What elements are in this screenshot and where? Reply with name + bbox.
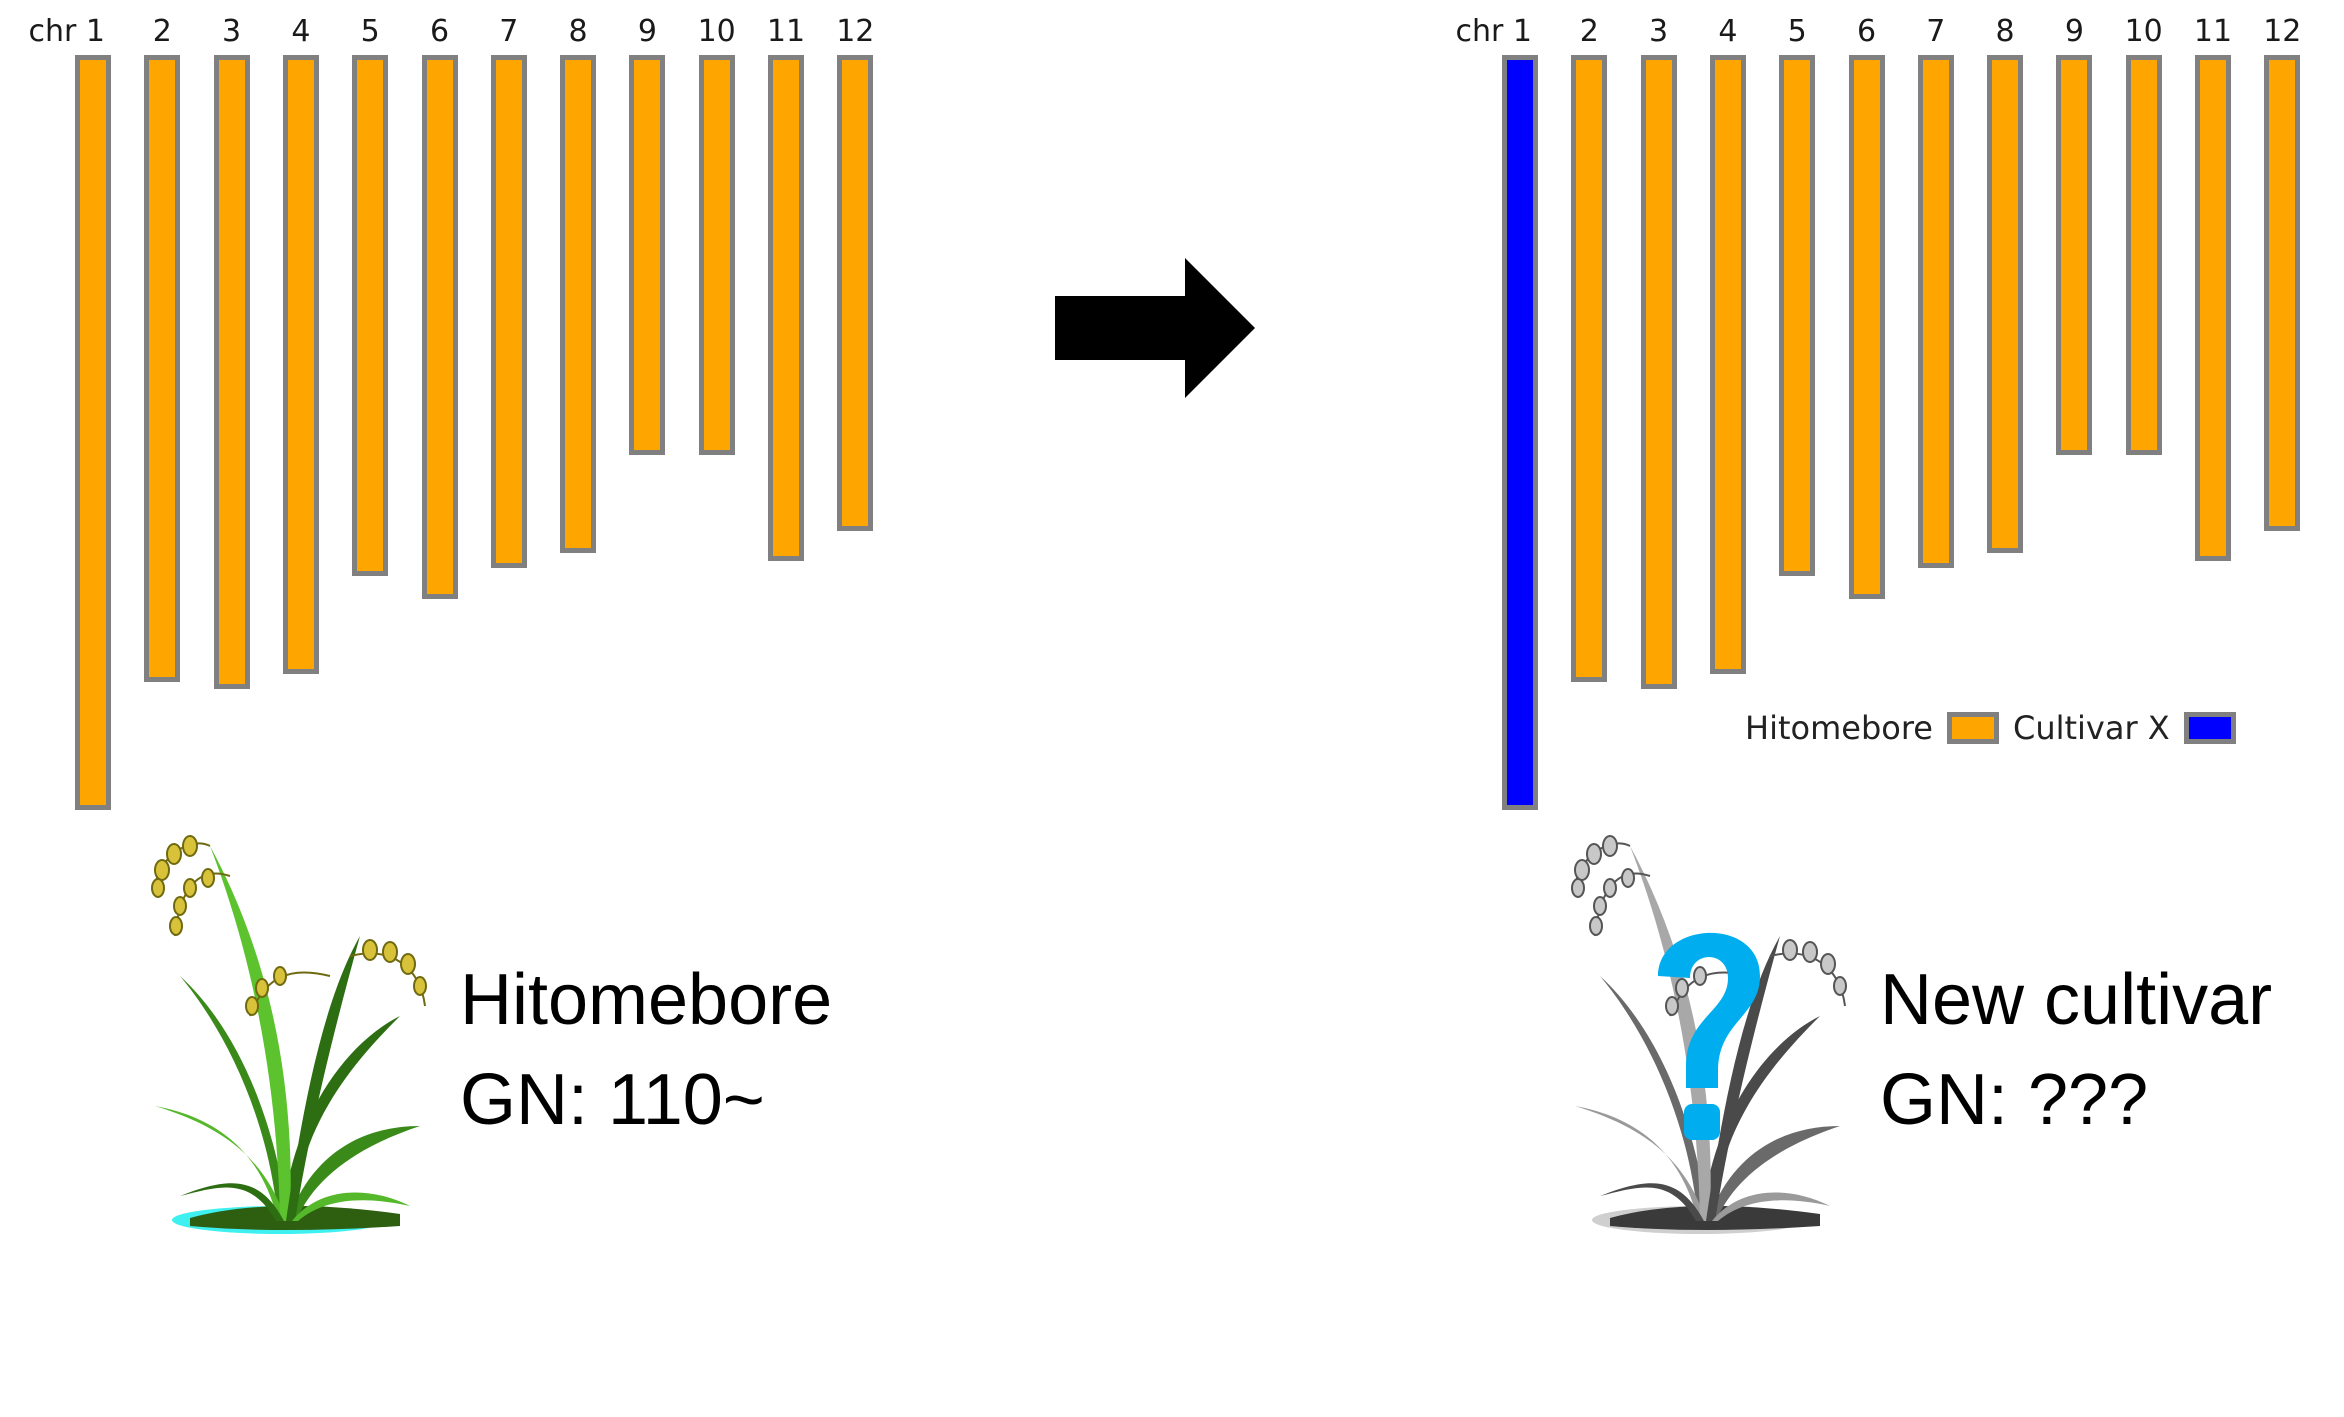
chromosome-label: 5 [1787, 14, 1807, 49]
chromosome-label: 6 [1856, 14, 1877, 49]
chromosome-label: 10 [2124, 14, 2163, 49]
chromosome-label: 11 [766, 14, 806, 49]
chromosome-bar [1709, 55, 1746, 674]
chromosome-label: chr 1 [28, 14, 105, 49]
chromosome-bar [837, 55, 874, 531]
left-karyotype-panel: chr 1 2 3 4 5 6 7 8 9 10 11 12 [28, 14, 875, 810]
right-caption-title: New cultivar [1880, 960, 2273, 1040]
chromosome-label: 12 [836, 14, 875, 49]
chromosome-bar [629, 55, 666, 455]
chromosome-label: 12 [2263, 14, 2302, 49]
chromosome-label: 3 [1649, 14, 1669, 49]
chromosome-label: 7 [1926, 14, 1946, 49]
legend-label-hitomebore: Hitomebore [1745, 709, 1933, 747]
chromosome-bar [1571, 55, 1608, 682]
left-caption: Hitomebore GN: 110~ [460, 950, 832, 1150]
left-caption-title: Hitomebore [460, 960, 833, 1040]
chromosome-bar [2056, 55, 2093, 455]
chromosome-label: 8 [1995, 14, 2015, 49]
chromosome-bar [1502, 55, 1538, 810]
chromosome-bar [2195, 55, 2231, 561]
chromosome-label: 9 [2064, 14, 2084, 49]
chromosome-label: 5 [360, 14, 380, 49]
legend: Hitomebore Cultivar X [1745, 708, 2250, 748]
chromosome-bar [698, 55, 735, 455]
chromosome-bar [75, 55, 111, 810]
chromosome-bar [1848, 55, 1885, 599]
chromosome-label: 4 [291, 14, 311, 49]
chromosome-bar [352, 55, 389, 576]
chromosome-label: chr 1 [1455, 14, 1532, 49]
right-caption: New cultivar GN: ??? [1880, 950, 2272, 1150]
chromosome-label: 2 [152, 14, 172, 49]
chromosome-bar [768, 55, 804, 561]
chromosome-bar [1917, 55, 1954, 568]
chromosome-label: 9 [637, 14, 657, 49]
right-arrow-icon [1055, 258, 1255, 398]
legend-swatch-hitomebore [1946, 712, 1999, 744]
chromosome-label: 11 [2193, 14, 2233, 49]
chromosome-label: 2 [1579, 14, 1599, 49]
chromosome-bar [560, 55, 597, 553]
chromosome-bar [1779, 55, 1816, 576]
chromosome-bar [490, 55, 527, 568]
legend-label-cultivar-x: Cultivar X [2012, 709, 2170, 747]
chromosome-bar [1640, 55, 1677, 689]
question-mark-icon [1658, 932, 1760, 1140]
chromosome-bar [213, 55, 250, 689]
right-karyotype-panel: chr 1 2 3 4 5 6 7 8 9 10 11 12 [1456, 14, 2301, 810]
chromosome-bar [421, 55, 458, 599]
right-caption-gn: GN: ??? [1880, 1060, 2149, 1140]
chromosome-label: 10 [697, 14, 736, 49]
left-caption-gn: GN: 110~ [460, 1060, 765, 1140]
chromosome-bar [282, 55, 319, 674]
rice-plant-icon [151, 835, 427, 1234]
chromosome-bar [1987, 55, 2024, 553]
chromosome-label: 6 [429, 14, 450, 49]
legend-swatch-cultivar-x [2183, 712, 2236, 744]
chromosome-label: 4 [1718, 14, 1738, 49]
chromosome-label: 8 [568, 14, 588, 49]
chromosome-bar [2125, 55, 2162, 455]
chromosome-bar [2264, 55, 2301, 531]
chromosome-bar [144, 55, 181, 682]
chromosome-label: 3 [222, 14, 242, 49]
rice-plant-grey-icon [1571, 835, 1847, 1234]
chromosome-label: 7 [499, 14, 519, 49]
